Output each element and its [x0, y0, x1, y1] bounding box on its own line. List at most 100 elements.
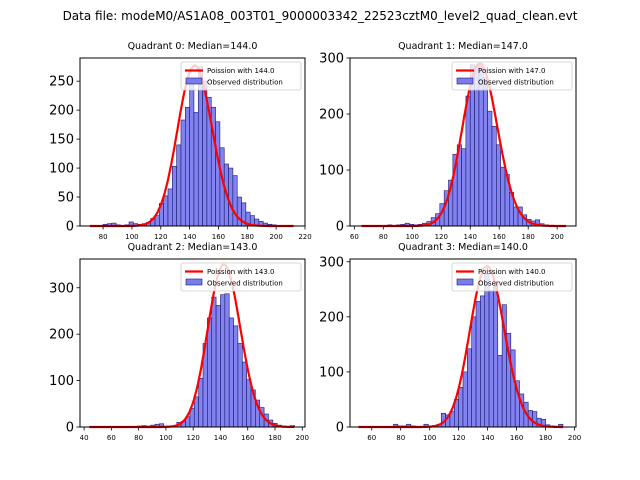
- histogram-bar: [197, 66, 203, 227]
- x-tick-label: 80: [396, 434, 405, 442]
- histogram-bar: [224, 293, 230, 428]
- y-tick-label: 200: [49, 328, 74, 343]
- histogram-bar: [467, 348, 472, 428]
- histogram-bar: [215, 121, 221, 227]
- x-tick-label: 180: [268, 434, 281, 442]
- y-tick-label: 300: [49, 281, 74, 296]
- x-tick-label: 220: [298, 233, 311, 241]
- legend-bar-swatch: [456, 77, 474, 85]
- histogram-bar: [471, 316, 477, 428]
- histogram-bar: [193, 396, 199, 428]
- y-tick-label: 100: [319, 365, 344, 380]
- histogram-bars: [89, 66, 294, 227]
- subplot-title: Quadrant 2: Median=143.0: [128, 242, 258, 253]
- histogram-bar: [510, 349, 516, 428]
- legend-label-observed: Observed distribution: [207, 280, 283, 288]
- subplot-quadrant-1: Quadrant 1: Median=147.0 0 100 200 300 60 80 10…: [319, 41, 577, 241]
- histogram-bar: [198, 377, 204, 428]
- x-tick-label: 100: [159, 434, 172, 442]
- y-tick-label: 100: [49, 374, 74, 389]
- histogram-bar: [172, 166, 177, 227]
- x-tick-label: 180: [241, 233, 254, 241]
- histogram-bar: [484, 273, 490, 428]
- y-tick-label: 200: [319, 108, 344, 123]
- x-tick-label: 100: [406, 233, 419, 241]
- histogram-bar: [232, 175, 238, 227]
- x-tick-label: 80: [134, 434, 143, 442]
- histogram-bar: [237, 343, 243, 428]
- x-tick-label: 200: [296, 434, 309, 442]
- x-tick-label: 140: [214, 434, 227, 442]
- legend-label-observed: Observed distribution: [478, 79, 554, 87]
- x-tick-label: 160: [241, 434, 254, 442]
- histogram-bar: [500, 166, 506, 227]
- legend-label-poisson: Poission with 143.0: [207, 268, 275, 276]
- histogram-bar: [193, 112, 199, 227]
- x-tick-label: 60: [367, 434, 376, 442]
- axes-frame: [79, 258, 306, 428]
- legend-bar-swatch: [185, 278, 203, 286]
- subplot-quadrant-3: Quadrant 3: Median=140.0 0 100 200 300 60 80 10…: [319, 242, 581, 442]
- histogram-bar: [163, 195, 169, 227]
- y-tick-label: 300: [319, 52, 344, 67]
- y-tick-label: 300: [319, 255, 344, 270]
- histogram-bar: [246, 379, 252, 428]
- legend: Poission with 144.0 Observed distribution: [180, 61, 302, 91]
- y-tick-label: 100: [319, 164, 344, 179]
- legend: Poission with 140.0 Observed distribution: [451, 262, 573, 292]
- x-tick-label: 140: [481, 434, 494, 442]
- x-tick-label: 180: [522, 233, 535, 241]
- legend-box: [180, 61, 302, 91]
- x-tick-label: 160: [212, 233, 225, 241]
- y-tick-label: 0: [336, 421, 344, 436]
- histogram-bar: [497, 355, 503, 428]
- histogram-bar: [491, 126, 497, 227]
- histogram-bar: [462, 371, 468, 428]
- histogram-bars: [358, 273, 564, 428]
- y-tick-label: 50: [57, 191, 74, 206]
- histogram-bar: [458, 387, 464, 428]
- histogram-bar: [482, 77, 488, 227]
- y-tick-label: 0: [66, 421, 74, 436]
- x-tick-label: 160: [493, 233, 506, 241]
- x-tick-label: 60: [107, 434, 116, 442]
- x-tick-label: 140: [464, 233, 477, 241]
- x-tick-label: 120: [435, 233, 448, 241]
- histogram-bar: [493, 284, 499, 428]
- subplots: Quadrant 0: Median=144.0 0 50 100 150 200 250 8…: [49, 41, 581, 442]
- subplot-title: Quadrant 1: Median=147.0: [398, 41, 528, 52]
- histogram-bar: [211, 296, 217, 428]
- histogram-bar: [488, 290, 494, 428]
- x-tick-label: 40: [80, 434, 89, 442]
- legend-bar-swatch: [456, 278, 474, 286]
- x-tick-label: 80: [379, 233, 388, 241]
- histogram-bar: [233, 325, 239, 428]
- legend-box: [451, 262, 573, 292]
- x-tick-label: 140: [183, 233, 196, 241]
- y-tick-label: 150: [49, 133, 74, 148]
- histogram-bar: [228, 317, 234, 428]
- legend-box: [180, 262, 302, 292]
- x-tick-label: 100: [125, 233, 138, 241]
- y-tick-label: 100: [49, 162, 74, 177]
- x-tick-label: 120: [452, 434, 465, 442]
- histogram-bar: [461, 148, 467, 227]
- histogram-bar: [189, 80, 195, 227]
- legend-bar-swatch: [185, 77, 203, 85]
- x-tick-label: 80: [99, 233, 108, 241]
- legend: Poission with 147.0 Observed distribution: [451, 61, 573, 91]
- figure-suptitle: Data file: modeM0/AS1A08_003T01_90000033…: [63, 9, 578, 23]
- histogram-bar: [241, 361, 247, 428]
- histogram-bar: [207, 317, 213, 428]
- histogram-bar: [176, 144, 182, 227]
- histogram-bar: [228, 167, 234, 227]
- axes-frame: [79, 57, 306, 227]
- x-tick-label: 200: [568, 434, 581, 442]
- x-tick-label: 120: [154, 233, 167, 241]
- legend-label-observed: Observed distribution: [207, 79, 283, 87]
- y-tick-label: 200: [319, 310, 344, 325]
- x-tick-label: 200: [269, 233, 282, 241]
- x-tick-label: 60: [350, 233, 359, 241]
- histogram-bar: [215, 305, 221, 428]
